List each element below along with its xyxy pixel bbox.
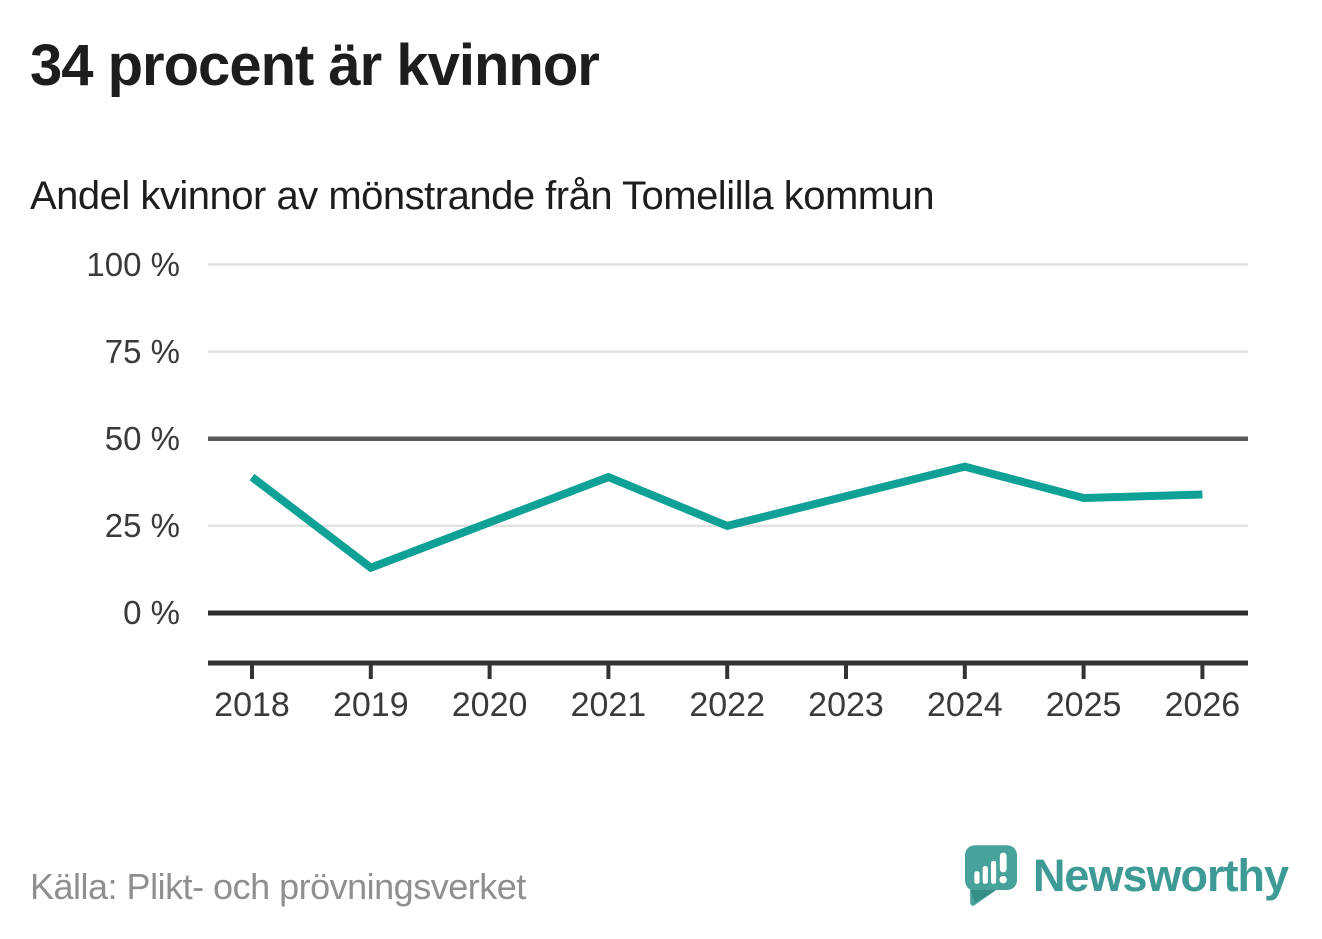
- source-note: Källa: Plikt- och prövningsverket: [30, 866, 526, 907]
- page-title: 34 procent är kvinnor: [30, 33, 600, 98]
- x-tick-label: 2021: [570, 686, 647, 724]
- x-tick-label: 2023: [808, 686, 884, 724]
- x-tick-label: 2025: [1045, 686, 1122, 724]
- y-tick-label: 75 %: [104, 333, 180, 370]
- brand-footer: Newsworthy: [964, 843, 1289, 909]
- x-tick-label: 2024: [926, 686, 1003, 724]
- x-tick-label: 2022: [689, 686, 765, 724]
- x-tick-label: 2026: [1164, 686, 1241, 724]
- y-tick-label: 100 %: [86, 246, 180, 283]
- y-tick-label: 25 %: [104, 507, 180, 544]
- chart-subtitle: Andel kvinnor av mönstrande från Tomelil…: [30, 174, 935, 218]
- brand-wordmark: Newsworthy: [1032, 850, 1289, 901]
- x-tick-label: 2020: [451, 686, 528, 724]
- y-tick-label: 50 %: [104, 420, 180, 457]
- x-tick-label: 2019: [332, 686, 409, 724]
- x-tick-label: 2018: [214, 686, 290, 724]
- y-tick-label: 0 %: [123, 594, 180, 631]
- newsworthy-pin-barchart-icon: [964, 844, 1017, 906]
